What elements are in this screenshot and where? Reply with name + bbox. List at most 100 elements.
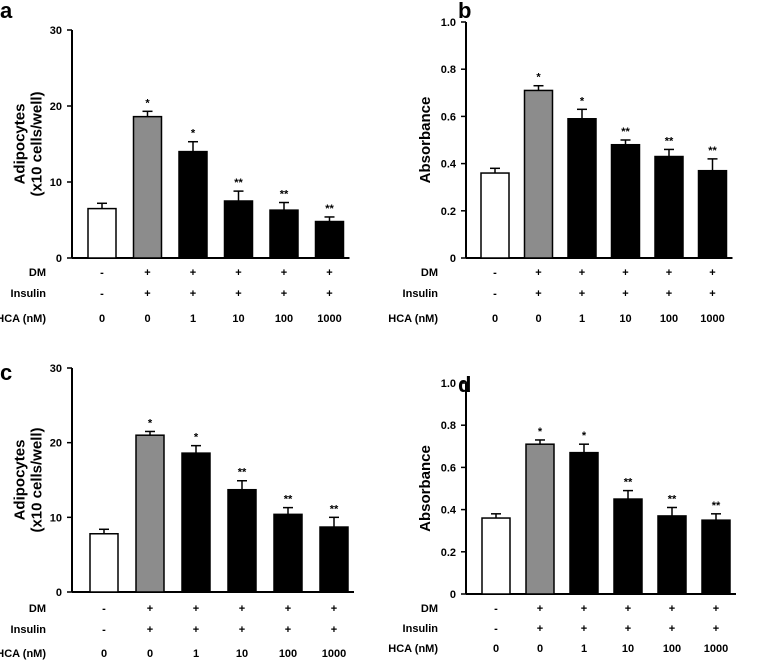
condition-value: + [535,288,541,300]
panel-letter: d [458,372,471,397]
condition-value: 10 [236,648,248,660]
condition-value: + [331,603,337,615]
significance-mark: ** [665,135,674,147]
panel-letter: c [0,360,12,385]
y-axis-label: Adipocytes (x10 cells/well) [12,427,46,532]
condition-value: 1000 [317,313,341,325]
bar [89,533,119,593]
condition-value: - [493,267,497,279]
condition-value: + [285,624,291,636]
significance-mark: * [538,426,543,438]
condition-value: 10 [619,313,631,325]
condition-value: - [494,623,498,635]
condition-value: 0 [535,313,541,325]
y-axis-label-line: (x10 cells/well) [29,91,46,196]
y-tick-label: 20 [50,101,62,113]
condition-value: 0 [101,648,107,660]
bar [223,200,254,259]
condition-value: 0 [144,313,150,325]
y-axis-label: Adipocytes (x10 cells/well) [12,91,46,196]
condition-value: 1000 [700,313,724,325]
y-tick-label: 0 [56,587,62,599]
condition-value: 100 [279,648,297,660]
condition-value: 1 [193,648,199,660]
bar [701,519,731,595]
panel-letter: a [0,0,13,23]
bar [181,452,211,593]
condition-value: + [537,623,543,635]
condition-value: + [193,603,199,615]
condition-value: + [535,267,541,279]
bar [525,443,555,595]
bar [269,209,299,259]
y-tick-label: 0 [450,253,456,265]
significance-mark: ** [668,493,677,505]
condition-value: 0 [147,648,153,660]
condition-value: + [193,624,199,636]
bar [132,115,163,259]
significance-mark: * [145,97,150,109]
condition-value: + [190,288,196,300]
condition-value: + [537,603,543,615]
condition-value: + [281,267,287,279]
y-tick-label: 0.8 [441,64,456,76]
bar [87,207,117,259]
significance-mark: * [148,417,153,429]
condition-value: + [581,623,587,635]
bar [523,89,554,259]
y-tick-label: 20 [50,438,62,450]
condition-label: DM [29,603,46,615]
condition-label: Insulin [403,288,439,300]
y-tick-label: 1.0 [441,378,456,390]
condition-value: 1000 [704,643,728,655]
condition-label: Insulin [11,624,47,636]
significance-mark: ** [234,177,243,189]
y-tick-label: 0.8 [441,420,456,432]
y-tick-label: 1.0 [441,17,456,29]
condition-value: + [581,603,587,615]
condition-value: + [235,288,241,300]
y-tick-label: 30 [50,25,62,37]
condition-value: 1 [190,313,196,325]
y-tick-label: 0.2 [441,206,456,218]
condition-value: - [102,624,106,636]
condition-value: 1000 [322,648,346,660]
condition-value: + [235,267,241,279]
significance-mark: ** [284,494,293,506]
significance-mark: ** [624,477,633,489]
condition-value: 1 [579,313,585,325]
condition-value: + [622,288,628,300]
condition-value: + [713,603,719,615]
significance-mark: ** [280,189,289,201]
condition-value: 10 [622,643,634,655]
y-tick-label: 0.4 [441,159,457,171]
y-tick-label: 0 [450,589,456,601]
significance-mark: * [536,72,541,84]
bar [610,143,641,259]
bar [657,515,687,595]
condition-value: + [239,624,245,636]
condition-label: Insulin [11,288,47,300]
condition-value: - [100,288,104,300]
bar [480,172,510,259]
y-axis-label: Absorbance [417,97,434,184]
significance-mark: * [191,128,196,140]
condition-value: + [625,603,631,615]
bar [227,488,257,593]
significance-mark: * [194,432,199,444]
condition-label: HCA (nM) [0,313,46,325]
y-axis-label-line: Adipocytes [12,440,29,521]
condition-value: + [144,267,150,279]
condition-value: 10 [232,313,244,325]
condition-value: + [579,267,585,279]
significance-mark: * [580,95,585,107]
condition-value: + [622,267,628,279]
bar [135,434,165,593]
condition-value: + [147,603,153,615]
condition-value: - [102,603,106,615]
condition-value: 0 [99,313,105,325]
